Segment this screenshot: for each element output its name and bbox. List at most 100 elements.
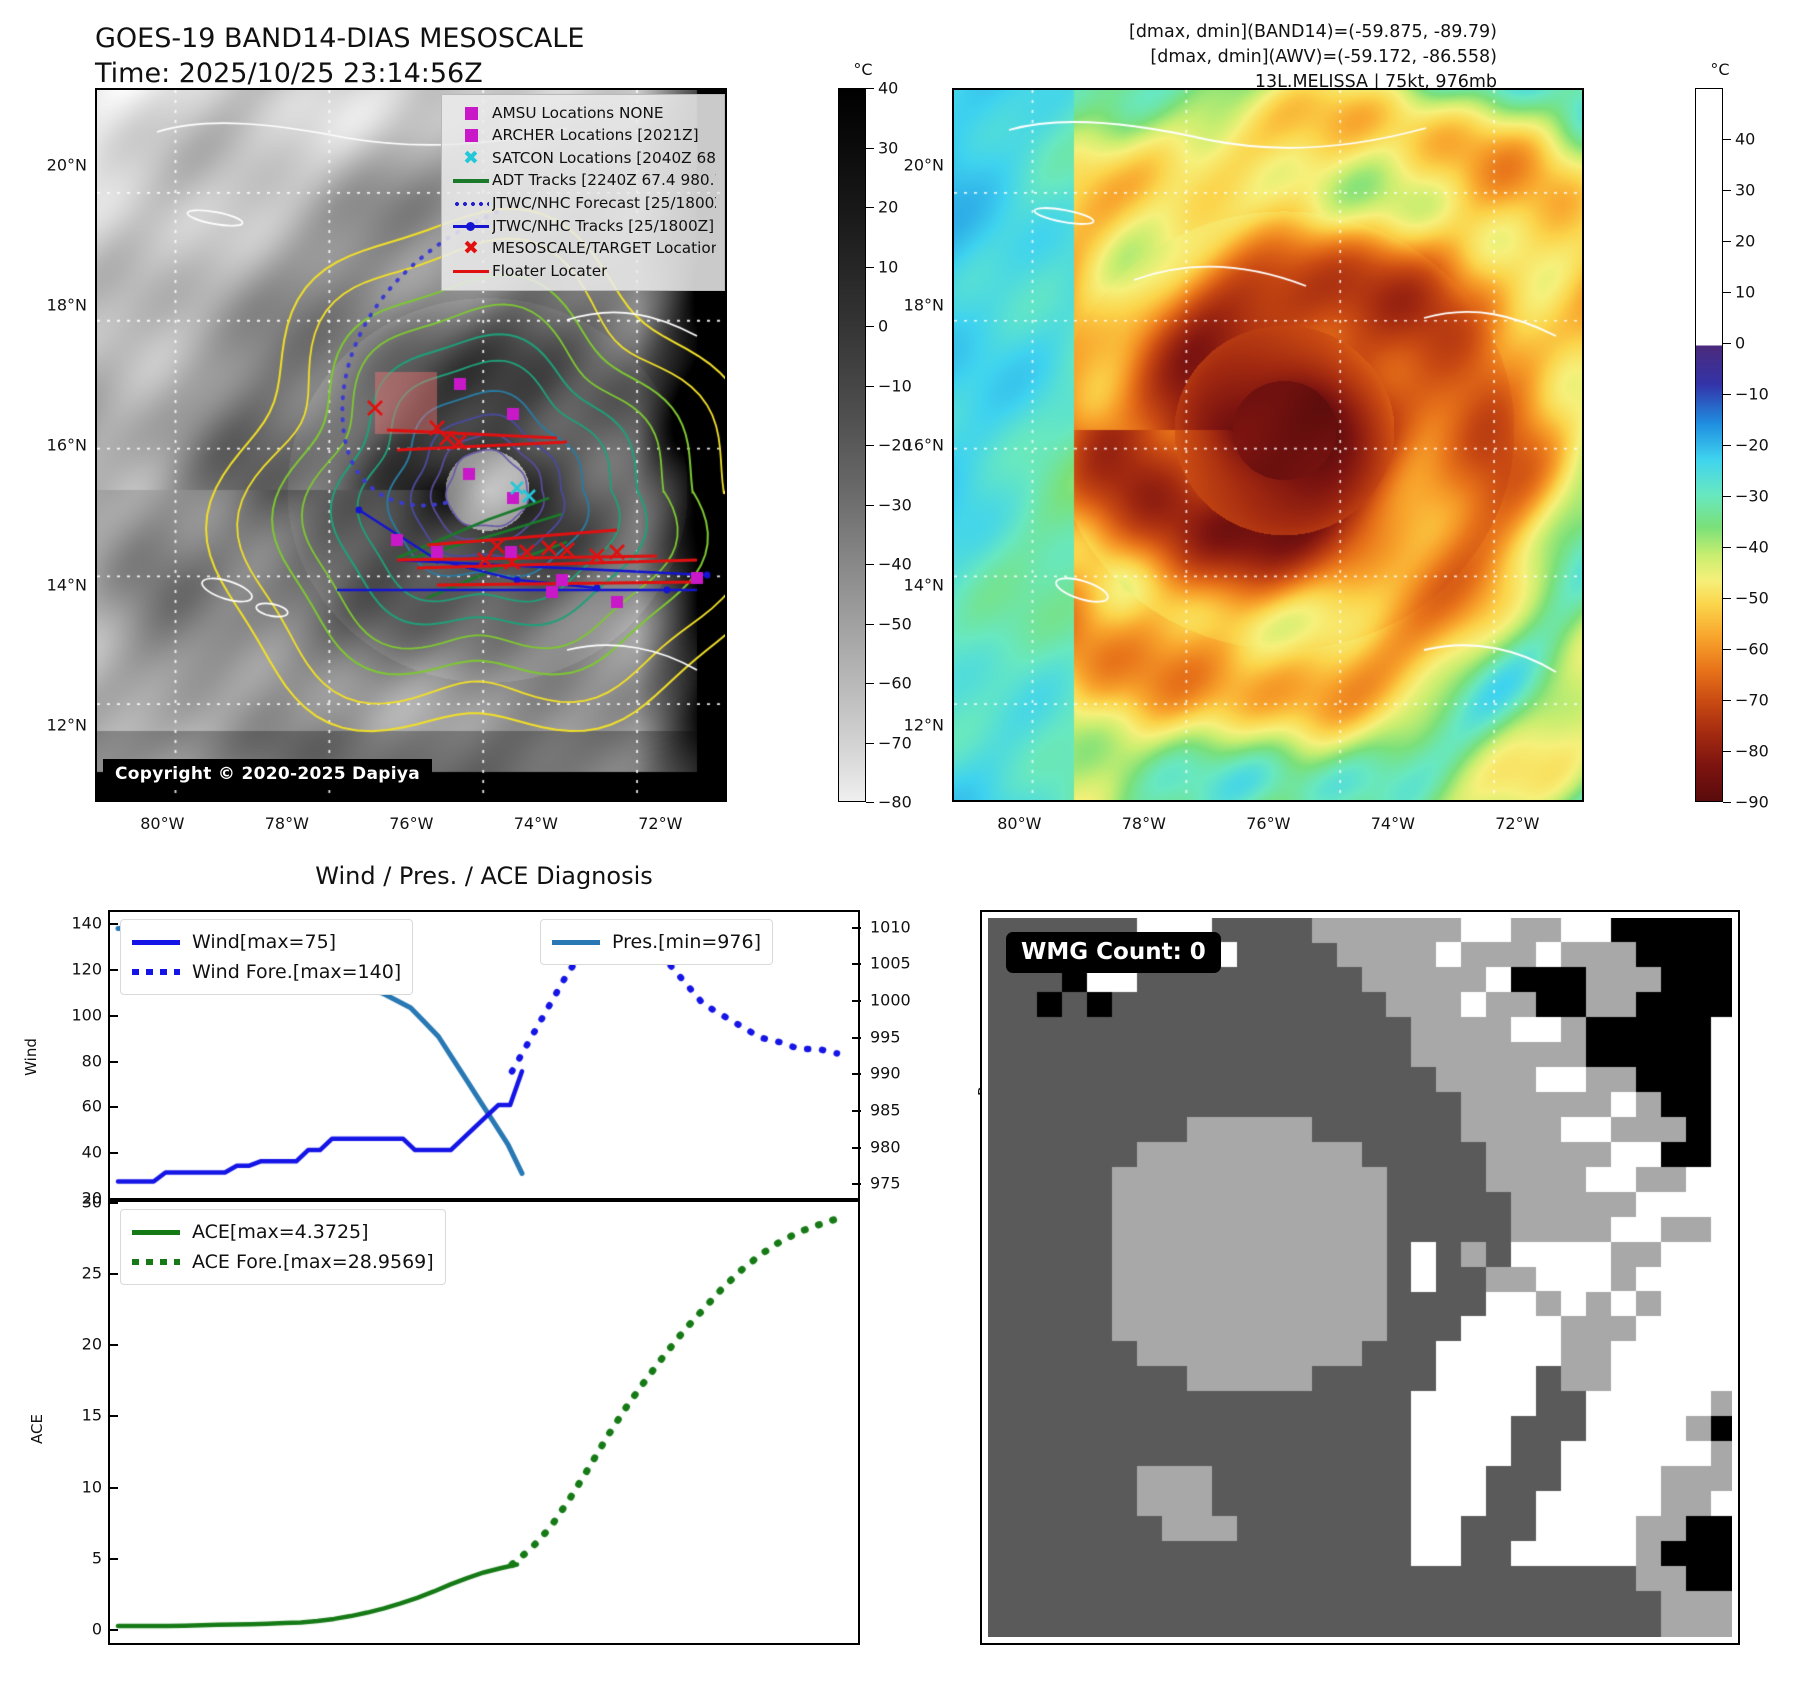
map-x-tick-label: 80°W [997,814,1042,833]
page-title: GOES-19 BAND14-DIAS MESOSCALE Time: 2025… [95,22,584,91]
chart-y-tick-label: 100 [71,1005,102,1025]
colorbar-tick-label: 20 [878,197,899,217]
blue-dotted-line-icon [450,192,492,215]
map-x-tick-label: 78°W [1121,814,1166,833]
map-x-tick-label: 72°W [638,814,683,833]
chart-y-tick-label: 0 [91,1619,102,1639]
map-y-tick-label: 18°N [46,295,87,315]
legend-label: ACE Fore.[max=28.9569] [192,1250,434,1273]
chart-y-tick-label: 80 [81,1051,102,1071]
pressure-legend: Pres.[min=976] [540,919,773,965]
map-y-tick-label: 20°N [46,155,87,175]
legend-label: Pres.[min=976] [612,930,761,953]
magenta-square-icon [450,102,492,125]
colorbar-tick-label: −60 [878,673,912,693]
ace-legend: ACE[max=4.3725] ACE Fore.[max=28.9569] [120,1209,446,1285]
wmg-mask-canvas: WMG Count: 0 [988,918,1732,1637]
colorbar-tick-label: −50 [1735,588,1769,608]
legend-label: SATCON Locations [2040Z 68 977] [492,150,716,167]
chart-y-tick-label: 15 [81,1405,102,1425]
colorbar-tick-mark [1723,292,1731,293]
colorbar-tick-label: −40 [1735,537,1769,557]
red-line-icon [450,260,492,283]
colorbar-tick-label: −90 [1735,792,1769,812]
wind-axis-label: Wind [21,1038,40,1076]
colorbar-tick-label: −80 [1735,741,1769,761]
wmg-mask-panel[interactable]: WMG Count: 0 [980,910,1740,1645]
chart-y-tick-label: 995 [870,1027,901,1047]
legend-item-adt-tracks: ADT Tracks [2240Z 67.4 980.7] [450,170,716,193]
left-colorbar-gradient [838,88,866,802]
colorbar-tick-mark [1723,649,1731,650]
colorbar-tick-label: −40 [878,554,912,574]
green-dotted-line-icon [132,1259,192,1265]
colorbar-tick-label: 10 [1735,282,1756,302]
chart-y-tick-label: 5 [91,1548,102,1568]
ir-color-enhanced-map[interactable] [952,88,1584,802]
legend-item-ace-forecast: ACE Fore.[max=28.9569] [132,1247,434,1277]
chart-y-tick-label: 25 [81,1263,102,1283]
colorbar-tick-mark [1723,343,1731,344]
dmax-dmin-band14: [dmax, dmin](BAND14)=(-59.875, -89.79) [1129,22,1497,42]
legend-label: ACE[max=4.3725] [192,1220,369,1243]
dmax-dmin-awv: [dmax, dmin](AWV)=(-59.172, -86.558) [1150,46,1497,67]
colorbar-tick-label: 40 [1735,129,1756,149]
colorbar-tick-mark [1723,241,1731,242]
map-x-tick-label: 74°W [1370,814,1415,833]
left-colorbar-title: °C [853,60,873,79]
chart-y-tick-label: 1010 [870,917,911,937]
colorbar-tick-label: 20 [1735,231,1756,251]
legend-label: JTWC/NHC Forecast [25/1800Z] [492,196,716,212]
legend-item-mesoscale-target: ✖ MESOSCALE/TARGET Location [450,238,716,261]
map-x-tick-label: 72°W [1495,814,1540,833]
legend-item-amsu: AMSU Locations NONE [450,102,716,125]
ace-axis-label: ACE [27,1414,46,1444]
colorbar-tick-mark [1723,139,1731,140]
chart-y-tick-label: 1000 [870,990,911,1010]
green-solid-line-icon [132,1229,192,1235]
colorbar-tick-mark [866,683,874,684]
legend-label: Floater Locater [492,263,608,280]
colorbar-tick-mark [1723,190,1731,191]
map-x-tick-label: 76°W [389,814,434,833]
legend-item-ace: ACE[max=4.3725] [132,1217,434,1247]
ace-chart[interactable]: ACE[max=4.3725] ACE Fore.[max=28.9569] [108,1200,860,1645]
blue-dotted-line-icon [132,969,192,975]
colorbar-tick-mark [866,623,874,625]
colorbar-tick-label: −30 [1735,486,1769,506]
map-y-tick-label: 12°N [46,715,87,735]
colorbar-tick-mark [866,266,874,268]
title-line-1: GOES-19 BAND14-DIAS MESOSCALE [95,23,585,54]
legend-item-satcon: ✖ SATCON Locations [2040Z 68 977] [450,147,716,170]
red-x-icon: ✖ [463,237,479,260]
colorbar-tick-mark [1723,496,1731,497]
legend-label: AMSU Locations NONE [492,105,664,121]
chart-y-tick-label: 20 [81,1334,102,1354]
ir-color-canvas [954,90,1582,800]
legend-label: JTWC/NHC Tracks [25/1800Z] [492,218,715,234]
colorbar-tick-label: 40 [878,78,899,98]
colorbar-tick-mark [866,88,874,89]
colorbar-tick-label: −60 [1735,639,1769,659]
wind-legend: Wind[max=75] Wind Fore.[max=140] [120,919,414,995]
map-x-tick-label: 76°W [1246,814,1291,833]
blue-solid-line-icon [132,939,192,945]
colorbar-tick-label: 0 [1735,333,1746,353]
colorbar-tick-label: −10 [878,376,912,395]
colorbar-tick-mark [866,504,874,506]
colorbar-tick-label: −80 [878,792,912,812]
map-legend: AMSU Locations NONE ARCHER Locations [20… [441,94,725,291]
legend-label: ARCHER Locations [2021Z] [492,128,699,144]
ir-grayscale-map[interactable]: AMSU Locations NONE ARCHER Locations [20… [95,88,727,802]
wind-pressure-chart[interactable]: Wind[max=75] Wind Fore.[max=140] Pres.[m… [108,910,860,1200]
map-y-tick-label: 16°N [46,435,87,455]
steelblue-solid-line-icon [552,939,612,945]
colorbar-tick-mark [866,326,874,327]
colorbar-tick-mark [1723,445,1731,446]
legend-label: ADT Tracks [2240Z 67.4 980.7] [492,173,716,189]
colorbar-tick-mark [1723,598,1731,599]
colorbar-tick-label: 10 [878,257,899,276]
map-y-tick-label: 14°N [46,575,87,595]
chart-y-tick-label: 120 [71,959,102,979]
map-x-tick-label: 74°W [513,814,558,833]
